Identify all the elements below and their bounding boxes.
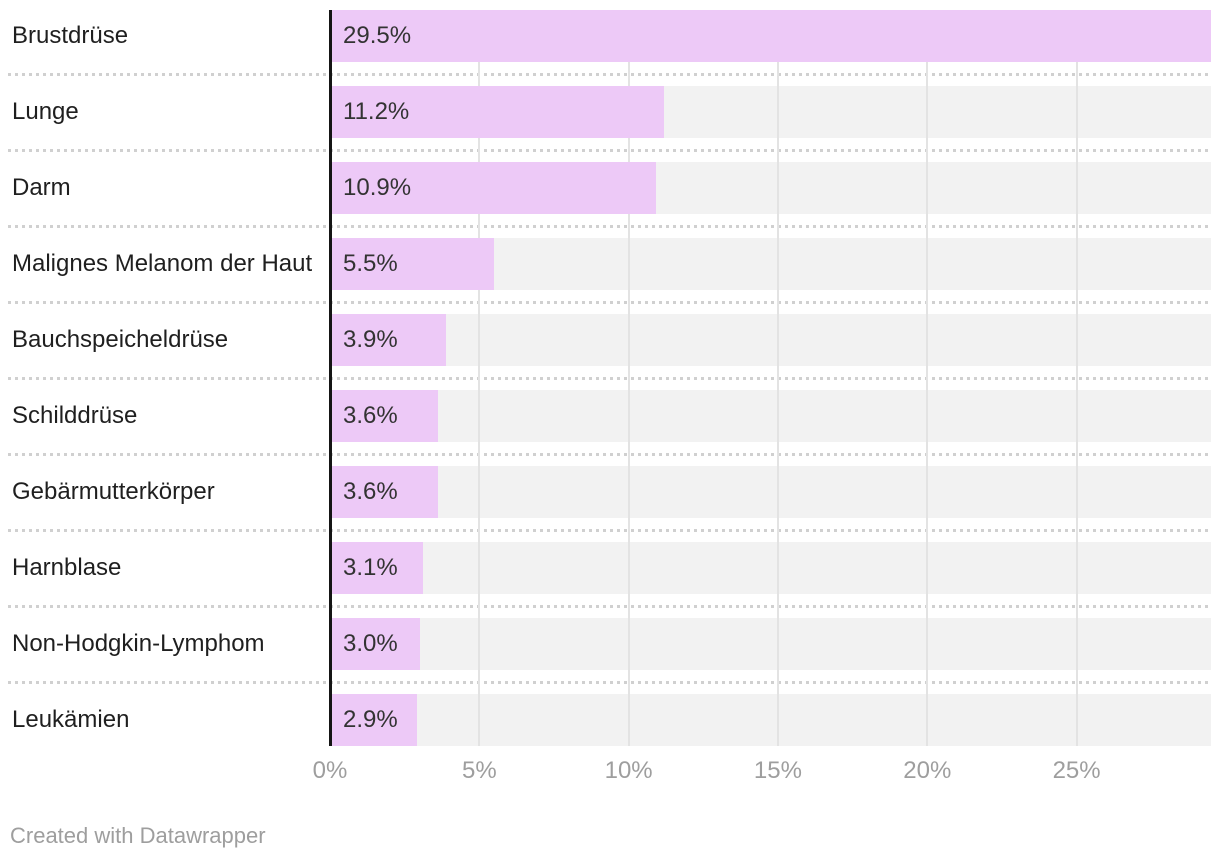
x-tick-label: 25% bbox=[1052, 757, 1101, 784]
bar bbox=[330, 618, 420, 670]
category-label: Schilddrüse bbox=[12, 402, 138, 429]
category-label: Leukämien bbox=[12, 706, 130, 733]
bar-value-label: 5.5% bbox=[343, 250, 398, 277]
bar-track bbox=[330, 314, 1211, 366]
bar-value-label: 10.9% bbox=[343, 174, 412, 201]
category-label: Harnblase bbox=[12, 554, 122, 581]
category-label: Gebärmutterkörper bbox=[12, 478, 215, 505]
bar-value-label: 3.6% bbox=[343, 478, 398, 505]
category-label: Bauchspeicheldrüse bbox=[12, 326, 229, 353]
category-label: Lunge bbox=[12, 98, 79, 125]
bar bbox=[330, 542, 423, 594]
bar-value-label: 3.0% bbox=[343, 630, 398, 657]
datawrapper-credit: Created with Datawrapper bbox=[10, 823, 266, 848]
x-gridline bbox=[776, 10, 779, 746]
x-tick-label: 5% bbox=[461, 757, 497, 784]
y-axis-zero-line bbox=[329, 10, 332, 746]
row-separator bbox=[8, 73, 1211, 76]
x-gridline bbox=[478, 10, 481, 746]
bar bbox=[330, 314, 447, 366]
x-tick-label: 20% bbox=[903, 757, 952, 784]
x-gridline bbox=[926, 10, 929, 746]
bar-track bbox=[330, 542, 1211, 594]
x-gridline bbox=[1075, 10, 1078, 746]
bar-track bbox=[330, 466, 1211, 518]
category-label: Darm bbox=[12, 174, 71, 201]
bar bbox=[330, 162, 656, 214]
bar bbox=[330, 86, 665, 138]
bar bbox=[330, 694, 417, 746]
row-separator bbox=[8, 605, 1211, 608]
bar-track bbox=[330, 694, 1211, 746]
bar bbox=[330, 10, 1211, 62]
row-separator bbox=[8, 377, 1211, 380]
x-tick-label: 0% bbox=[312, 757, 348, 784]
bar bbox=[330, 238, 495, 290]
bar-value-label: 29.5% bbox=[343, 22, 412, 49]
row-separator bbox=[8, 453, 1211, 456]
bar bbox=[330, 466, 438, 518]
x-tick-label: 15% bbox=[753, 757, 802, 784]
bar-value-label: 3.9% bbox=[343, 326, 398, 353]
category-label: Malignes Melanom der Haut bbox=[12, 250, 313, 277]
x-gridline bbox=[627, 10, 630, 746]
row-separator bbox=[8, 149, 1211, 152]
bar-value-label: 3.6% bbox=[343, 402, 398, 429]
category-label: Brustdrüse bbox=[12, 22, 129, 49]
bar-value-label: 3.1% bbox=[343, 554, 398, 581]
bar-track bbox=[330, 618, 1211, 670]
row-separator bbox=[8, 301, 1211, 304]
bar-track bbox=[330, 390, 1211, 442]
category-label: Non-Hodgkin-Lymphom bbox=[12, 630, 265, 657]
row-separator bbox=[8, 225, 1211, 228]
bar-value-label: 11.2% bbox=[343, 98, 410, 125]
row-separator bbox=[8, 681, 1211, 684]
x-tick-label: 10% bbox=[604, 757, 653, 784]
bar-value-label: 2.9% bbox=[343, 706, 398, 733]
row-separator bbox=[8, 529, 1211, 532]
bar bbox=[330, 390, 438, 442]
